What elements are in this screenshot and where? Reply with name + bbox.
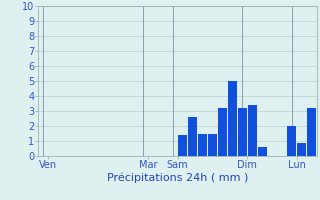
X-axis label: Précipitations 24h ( mm ): Précipitations 24h ( mm ) [107, 173, 248, 183]
Bar [238, 108, 247, 156]
Bar [188, 117, 197, 156]
Bar [248, 105, 257, 156]
Bar [178, 135, 187, 156]
Bar [218, 108, 227, 156]
Bar [307, 108, 316, 156]
Bar [198, 134, 207, 156]
Bar [258, 147, 267, 156]
Bar [228, 81, 237, 156]
Bar [297, 142, 306, 156]
Bar [287, 126, 296, 156]
Bar [208, 134, 217, 156]
